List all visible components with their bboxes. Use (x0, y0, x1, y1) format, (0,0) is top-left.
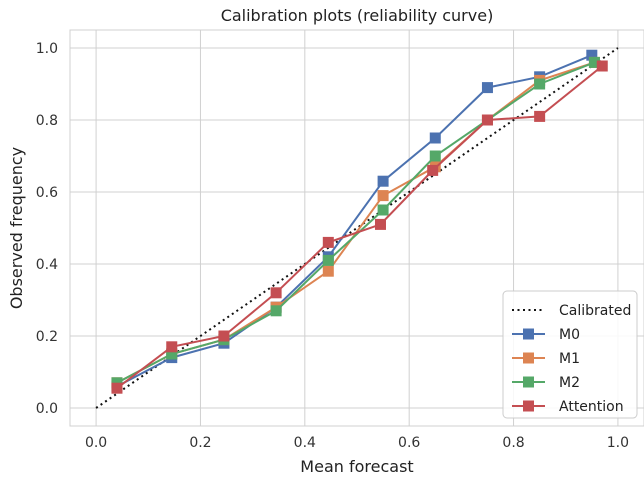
series-line-m0 (116, 54, 593, 388)
calibrated-reference-line (95, 47, 619, 409)
y-tick-label: 0.8 (36, 113, 58, 129)
y-tick-labels: 0.0 0.2 0.4 0.6 0.8 1.0 (36, 41, 58, 417)
x-tick-label: 0.4 (294, 435, 316, 451)
legend-swatch-marker-attention (523, 400, 534, 412)
point-m2-9 (588, 56, 600, 68)
legend-label-m1: M1 (559, 351, 580, 367)
y-tick-label: 0.2 (36, 329, 58, 345)
point-m2-4 (322, 254, 334, 266)
legend-item-m1: M1 (512, 351, 580, 367)
point-attention-6 (427, 164, 439, 176)
legend: Calibrated M0 M1 M2 Attention (502, 290, 638, 419)
legend-label-attention: Attention (559, 399, 624, 415)
point-m2-3 (270, 305, 282, 317)
x-tick-label: 0.0 (85, 435, 107, 451)
point-attention-4 (322, 236, 334, 248)
y-tick-label: 0.6 (36, 185, 58, 201)
legend-swatch-marker-m2 (523, 376, 534, 388)
legend-swatch-marker-m0 (523, 328, 534, 340)
y-tick-label: 0.0 (36, 401, 58, 417)
legend-swatch-marker-m1 (523, 352, 534, 364)
x-axis-label: Mean forecast (300, 457, 413, 476)
point-attention-2 (218, 330, 230, 342)
x-tick-label: 1.0 (607, 435, 629, 451)
chart-title: Calibration plots (reliability curve) (221, 6, 494, 25)
point-m0-6 (429, 132, 441, 144)
legend-label-m0: M0 (559, 327, 580, 343)
x-tick-label: 0.6 (398, 435, 420, 451)
y-tick-label: 1.0 (36, 41, 58, 57)
point-attention-3 (270, 287, 282, 299)
point-m2-5 (377, 204, 389, 216)
legend-item-calibrated: Calibrated (512, 303, 631, 319)
point-attention-0 (111, 382, 123, 394)
y-tick-label: 0.4 (36, 257, 58, 273)
series-layer (111, 49, 608, 394)
point-m2-1 (166, 348, 178, 360)
reference-layer (95, 47, 619, 409)
point-attention-1 (166, 341, 178, 353)
series-attention (111, 60, 608, 394)
grid-lines (70, 30, 644, 426)
x-tick-labels: 0.0 0.2 0.4 0.6 0.8 1.0 (85, 435, 629, 451)
point-m0-5 (377, 175, 389, 187)
point-m1-4 (322, 265, 334, 277)
legend-label-m2: M2 (559, 375, 580, 391)
point-attention-8 (534, 110, 546, 122)
point-m2-8 (534, 78, 546, 90)
point-m1-5 (377, 190, 389, 202)
series-line-attention (116, 65, 603, 389)
series-line-m2 (116, 61, 595, 384)
legend-box (502, 290, 638, 419)
point-m0-7 (481, 82, 493, 94)
point-m2-6 (429, 150, 441, 162)
point-attention-7 (481, 114, 493, 126)
x-tick-label: 0.8 (502, 435, 524, 451)
legend-item-attention: Attention (512, 399, 624, 415)
point-m0-9 (586, 49, 598, 61)
legend-item-m0: M0 (512, 327, 580, 343)
plot-frame (69, 29, 644, 427)
legend-label-calibrated: Calibrated (559, 303, 631, 319)
x-tick-label: 0.2 (189, 435, 211, 451)
y-axis-label: Observed frequency (7, 147, 26, 309)
point-attention-5 (374, 218, 386, 230)
point-attention-9 (596, 60, 608, 72)
legend-item-m2: M2 (512, 375, 580, 391)
